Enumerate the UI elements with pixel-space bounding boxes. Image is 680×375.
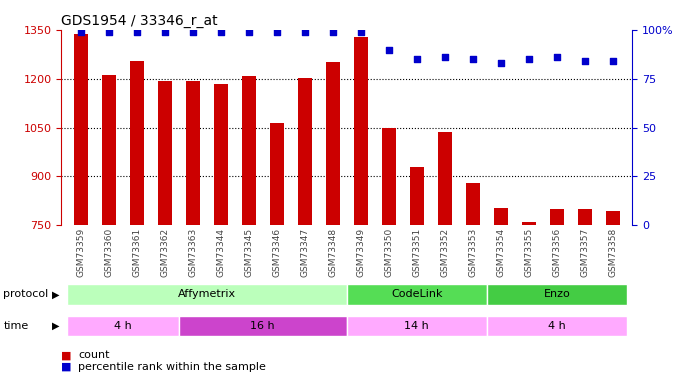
Text: count: count	[78, 351, 109, 360]
Bar	[214, 84, 228, 225]
Text: GSM73350: GSM73350	[384, 228, 393, 278]
Text: ■: ■	[61, 351, 71, 360]
Text: 14 h: 14 h	[405, 321, 429, 331]
Bar	[298, 78, 312, 225]
Text: Affymetrix: Affymetrix	[177, 290, 236, 299]
Point	[131, 29, 142, 35]
Text: CodeLink: CodeLink	[391, 290, 443, 299]
Point	[327, 29, 338, 35]
Bar	[74, 34, 88, 225]
Text: GSM73361: GSM73361	[133, 228, 141, 278]
Point	[384, 46, 394, 53]
Text: GSM73345: GSM73345	[244, 228, 253, 277]
Text: time: time	[3, 321, 29, 331]
Text: ▶: ▶	[52, 321, 60, 331]
Text: GSM73357: GSM73357	[580, 228, 590, 278]
Text: ▶: ▶	[52, 290, 60, 299]
Point	[188, 29, 199, 35]
Text: GSM73362: GSM73362	[160, 228, 169, 277]
Text: GSM73344: GSM73344	[216, 228, 225, 277]
Point	[551, 54, 562, 60]
Point	[159, 29, 170, 35]
Text: GSM73355: GSM73355	[524, 228, 533, 278]
Point	[607, 58, 618, 64]
Text: GDS1954 / 33346_r_at: GDS1954 / 33346_r_at	[61, 13, 218, 28]
Point	[271, 29, 282, 35]
Bar	[242, 76, 256, 225]
Bar	[487, 284, 627, 304]
Point	[411, 56, 422, 62]
Text: GSM73353: GSM73353	[469, 228, 477, 278]
Text: GSM73346: GSM73346	[272, 228, 282, 277]
Text: GSM73356: GSM73356	[552, 228, 561, 278]
Bar	[606, 211, 619, 225]
Bar	[522, 222, 536, 225]
Bar	[179, 316, 347, 336]
Bar	[487, 316, 627, 336]
Bar	[102, 75, 116, 225]
Text: GSM73349: GSM73349	[356, 228, 365, 277]
Bar	[270, 123, 284, 225]
Bar	[550, 209, 564, 225]
Bar	[186, 81, 200, 225]
Text: GSM73354: GSM73354	[496, 228, 505, 277]
Bar	[158, 81, 172, 225]
Text: Enzo: Enzo	[543, 290, 570, 299]
Point	[103, 29, 114, 35]
Text: 4 h: 4 h	[114, 321, 132, 331]
Bar	[438, 132, 452, 225]
Text: GSM73347: GSM73347	[301, 228, 309, 277]
Text: GSM73351: GSM73351	[412, 228, 422, 278]
Point	[467, 56, 478, 62]
Bar	[67, 284, 347, 304]
Text: GSM73348: GSM73348	[328, 228, 337, 277]
Text: percentile rank within the sample: percentile rank within the sample	[78, 362, 266, 372]
Bar	[326, 62, 340, 225]
Bar	[381, 128, 396, 225]
Point	[524, 56, 534, 62]
Text: ■: ■	[61, 362, 71, 372]
Point	[75, 29, 86, 35]
Bar	[347, 316, 487, 336]
Bar	[494, 208, 508, 225]
Text: protocol: protocol	[3, 290, 49, 299]
Bar	[354, 36, 368, 225]
Text: GSM73359: GSM73359	[76, 228, 85, 278]
Point	[299, 29, 310, 35]
Bar	[578, 209, 592, 225]
Bar	[347, 284, 487, 304]
Text: GSM73360: GSM73360	[104, 228, 114, 278]
Bar	[466, 183, 480, 225]
Point	[356, 29, 367, 35]
Point	[439, 54, 450, 60]
Point	[216, 29, 226, 35]
Text: GSM73352: GSM73352	[441, 228, 449, 277]
Text: GSM73363: GSM73363	[188, 228, 197, 278]
Bar	[410, 166, 424, 225]
Point	[579, 58, 590, 64]
Text: 16 h: 16 h	[250, 321, 275, 331]
Point	[495, 60, 506, 66]
Text: 4 h: 4 h	[548, 321, 566, 331]
Bar	[130, 61, 143, 225]
Text: GSM73358: GSM73358	[609, 228, 617, 278]
Point	[243, 29, 254, 35]
Bar	[67, 316, 179, 336]
